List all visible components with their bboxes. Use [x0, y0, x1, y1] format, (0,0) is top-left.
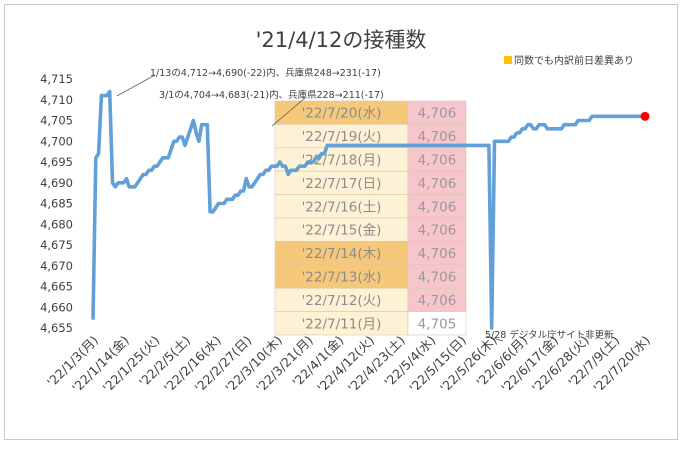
series-layer [91, 89, 650, 330]
table-value: 4,706 [418, 176, 457, 192]
y-tick-label: 4,655 [40, 321, 73, 335]
table-value: 4,706 [418, 223, 457, 239]
table-value: 4,706 [418, 106, 457, 122]
annotation-text-1: 1/13の4,712→4,690(-22)内、兵庫県248→231(-17) [150, 67, 381, 79]
table-value: 4,706 [418, 129, 457, 145]
table-value: 4,706 [418, 199, 457, 215]
y-tick-label: 4,705 [40, 114, 73, 128]
chart-title: '21/4/12の接種数 [256, 28, 427, 52]
chart-svg: '21/4/12の接種数 同数でも内訳前日差異あり 4,655 4,660 4,66… [40, 28, 653, 396]
table-date: '22/7/17(日) [302, 176, 382, 192]
table-date: '22/7/19(火) [302, 129, 382, 145]
annotation-text-3: 5/28 デジタル庁サイト非更新 [485, 329, 614, 341]
y-tick-label: 4,715 [40, 72, 73, 86]
y-tick-label: 4,675 [40, 238, 73, 252]
legend: 同数でも内訳前日差異あり [504, 54, 634, 67]
annotation-leader-2 [271, 97, 306, 127]
chart-frame: '21/4/12の接種数 同数でも内訳前日差異あり 4,655 4,660 4,66… [4, 4, 678, 440]
data-table-overlay: '22/7/20(水) 4,706'22/7/19(火) 4,706'22/7/18… [274, 100, 467, 336]
y-axis: 4,655 4,660 4,665 4,670 4,675 4,680 4,685 4,690… [40, 72, 73, 335]
y-tick-label: 4,690 [40, 176, 73, 190]
y-tick-label: 4,665 [40, 280, 73, 294]
latest-point [640, 111, 650, 121]
y-tick-label: 4,700 [40, 134, 73, 148]
x-axis: '22/1/3(月)'22/1/14(金)'22/1/25(火)'22/2/5(… [44, 333, 653, 396]
table-value-cell [407, 311, 467, 336]
table-value: 4,705 [418, 316, 457, 332]
table-date: '22/7/12(火) [302, 293, 382, 309]
table-date: '22/7/14(木) [302, 246, 382, 262]
table-date: '22/7/20(水) [302, 106, 382, 122]
table-value: 4,706 [418, 270, 457, 286]
table-value: 4,706 [418, 153, 457, 169]
y-tick-label: 4,695 [40, 155, 73, 169]
y-tick-label: 4,685 [40, 197, 73, 211]
annotation-leader-3 [485, 335, 504, 342]
y-tick-label: 4,680 [40, 217, 73, 231]
table-date: '22/7/11(月) [302, 316, 382, 332]
series-line [91, 89, 645, 330]
y-tick-label: 4,660 [40, 300, 73, 314]
annotations: 1/13の4,712→4,690(-22)内、兵庫県248→231(-17) 3… [116, 67, 614, 342]
y-tick-label: 4,670 [40, 259, 73, 273]
annotation-leader-1 [116, 74, 156, 97]
annotation-text-2: 3/1の4,704→4,683(-21)内、兵庫県228→211(-17) [159, 89, 384, 101]
y-tick-label: 4,710 [40, 93, 73, 107]
table-value: 4,706 [418, 246, 457, 262]
table-value: 4,706 [418, 293, 457, 309]
legend-label: 同数でも内訳前日差異あり [514, 54, 634, 67]
table-date: '22/7/15(金) [302, 223, 382, 239]
legend-swatch [504, 56, 512, 64]
table-date: '22/7/13(水) [302, 270, 382, 286]
table-date: '22/7/16(土) [302, 199, 382, 215]
